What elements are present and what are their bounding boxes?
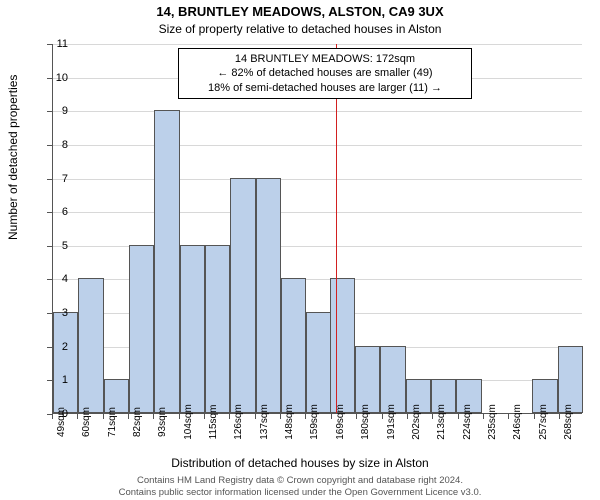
x-tick-label: 246sqm bbox=[512, 404, 523, 440]
histogram-bar bbox=[355, 346, 380, 413]
histogram-bar bbox=[306, 312, 331, 413]
y-tick-mark bbox=[47, 246, 52, 247]
histogram-bar bbox=[205, 245, 230, 413]
y-tick-label: 3 bbox=[54, 307, 68, 319]
x-tick-mark bbox=[356, 414, 357, 419]
y-tick-mark bbox=[47, 78, 52, 79]
chart-container: 14, BRUNTLEY MEADOWS, ALSTON, CA9 3UX Si… bbox=[0, 0, 600, 500]
x-tick-mark bbox=[458, 414, 459, 419]
x-tick-label: 93sqm bbox=[157, 407, 168, 437]
gridline bbox=[53, 145, 582, 146]
histogram-bar bbox=[281, 278, 306, 413]
histogram-bar bbox=[78, 278, 103, 413]
annotation-line1: 14 BRUNTLEY MEADOWS: 172sqm bbox=[235, 53, 415, 65]
x-tick-label: 148sqm bbox=[284, 404, 295, 440]
y-tick-mark bbox=[47, 212, 52, 213]
y-tick-label: 10 bbox=[54, 72, 68, 84]
x-tick-label: 60sqm bbox=[81, 407, 92, 437]
histogram-bar bbox=[558, 346, 583, 413]
x-tick-mark bbox=[255, 414, 256, 419]
y-tick-label: 1 bbox=[54, 374, 68, 386]
x-tick-label: 49sqm bbox=[56, 407, 67, 437]
histogram-bar bbox=[380, 346, 405, 413]
x-axis-label: Distribution of detached houses by size … bbox=[0, 456, 600, 470]
histogram-bar bbox=[230, 178, 255, 413]
x-tick-label: 104sqm bbox=[183, 404, 194, 440]
histogram-bar bbox=[129, 245, 154, 413]
x-tick-mark bbox=[77, 414, 78, 419]
gridline bbox=[53, 212, 582, 213]
chart-subtitle: Size of property relative to detached ho… bbox=[0, 22, 600, 36]
x-tick-label: 71sqm bbox=[107, 407, 118, 437]
y-tick-label: 2 bbox=[54, 341, 68, 353]
y-tick-label: 11 bbox=[54, 38, 68, 50]
y-axis-label: Number of detached properties bbox=[6, 75, 20, 240]
x-tick-label: 137sqm bbox=[259, 404, 270, 440]
x-tick-label: 82sqm bbox=[132, 407, 143, 437]
marker-line bbox=[336, 44, 337, 413]
x-tick-label: 235sqm bbox=[487, 404, 498, 440]
annotation-line3: 18% of semi-detached houses are larger (… bbox=[208, 82, 442, 94]
x-tick-mark bbox=[153, 414, 154, 419]
y-tick-label: 9 bbox=[54, 105, 68, 117]
x-tick-mark bbox=[280, 414, 281, 419]
footer-line1: Contains HM Land Registry data © Crown c… bbox=[137, 475, 463, 486]
annotation-box: 14 BRUNTLEY MEADOWS: 172sqm ← 82% of deta… bbox=[178, 48, 472, 99]
x-tick-label: 169sqm bbox=[335, 404, 346, 440]
x-tick-mark bbox=[382, 414, 383, 419]
gridline bbox=[53, 111, 582, 112]
x-tick-mark bbox=[52, 414, 53, 419]
x-tick-mark bbox=[128, 414, 129, 419]
y-tick-label: 6 bbox=[54, 206, 68, 218]
y-axis-label-text: Number of detached properties bbox=[6, 75, 20, 240]
y-tick-label: 4 bbox=[54, 273, 68, 285]
y-tick-mark bbox=[47, 313, 52, 314]
x-tick-label: 191sqm bbox=[386, 404, 397, 440]
x-tick-mark bbox=[331, 414, 332, 419]
y-tick-mark bbox=[47, 279, 52, 280]
x-tick-mark bbox=[103, 414, 104, 419]
y-tick-mark bbox=[47, 44, 52, 45]
y-tick-mark bbox=[47, 380, 52, 381]
histogram-bar bbox=[53, 312, 78, 413]
x-tick-label: 224sqm bbox=[462, 404, 473, 440]
x-tick-mark bbox=[179, 414, 180, 419]
x-tick-label: 268sqm bbox=[563, 404, 574, 440]
x-tick-mark bbox=[534, 414, 535, 419]
y-tick-label: 7 bbox=[54, 173, 68, 185]
x-tick-mark bbox=[508, 414, 509, 419]
x-tick-label: 257sqm bbox=[538, 404, 549, 440]
chart-title: 14, BRUNTLEY MEADOWS, ALSTON, CA9 3UX bbox=[0, 4, 600, 19]
x-tick-label: 202sqm bbox=[411, 404, 422, 440]
x-tick-mark bbox=[432, 414, 433, 419]
x-tick-label: 180sqm bbox=[360, 404, 371, 440]
x-tick-mark bbox=[483, 414, 484, 419]
gridline bbox=[53, 44, 582, 45]
x-tick-label: 159sqm bbox=[309, 404, 320, 440]
x-tick-mark bbox=[407, 414, 408, 419]
histogram-bar bbox=[256, 178, 281, 413]
histogram-bar bbox=[154, 110, 179, 413]
x-tick-label: 213sqm bbox=[436, 404, 447, 440]
y-tick-mark bbox=[47, 145, 52, 146]
x-tick-mark bbox=[305, 414, 306, 419]
y-tick-label: 8 bbox=[54, 139, 68, 151]
histogram-bar bbox=[330, 278, 355, 413]
x-tick-mark bbox=[204, 414, 205, 419]
y-tick-mark bbox=[47, 179, 52, 180]
footer: Contains HM Land Registry data © Crown c… bbox=[0, 475, 600, 498]
y-tick-mark bbox=[47, 111, 52, 112]
annotation-line2: ← 82% of detached houses are smaller (49… bbox=[217, 67, 432, 79]
x-tick-label: 126sqm bbox=[233, 404, 244, 440]
gridline bbox=[53, 179, 582, 180]
footer-line2: Contains public sector information licen… bbox=[119, 487, 482, 498]
x-tick-label: 115sqm bbox=[208, 405, 219, 440]
x-tick-mark bbox=[559, 414, 560, 419]
x-tick-mark bbox=[229, 414, 230, 419]
plot-area: 14 BRUNTLEY MEADOWS: 172sqm ← 82% of deta… bbox=[52, 44, 582, 414]
histogram-bar bbox=[180, 245, 205, 413]
y-tick-label: 5 bbox=[54, 240, 68, 252]
y-tick-mark bbox=[47, 347, 52, 348]
